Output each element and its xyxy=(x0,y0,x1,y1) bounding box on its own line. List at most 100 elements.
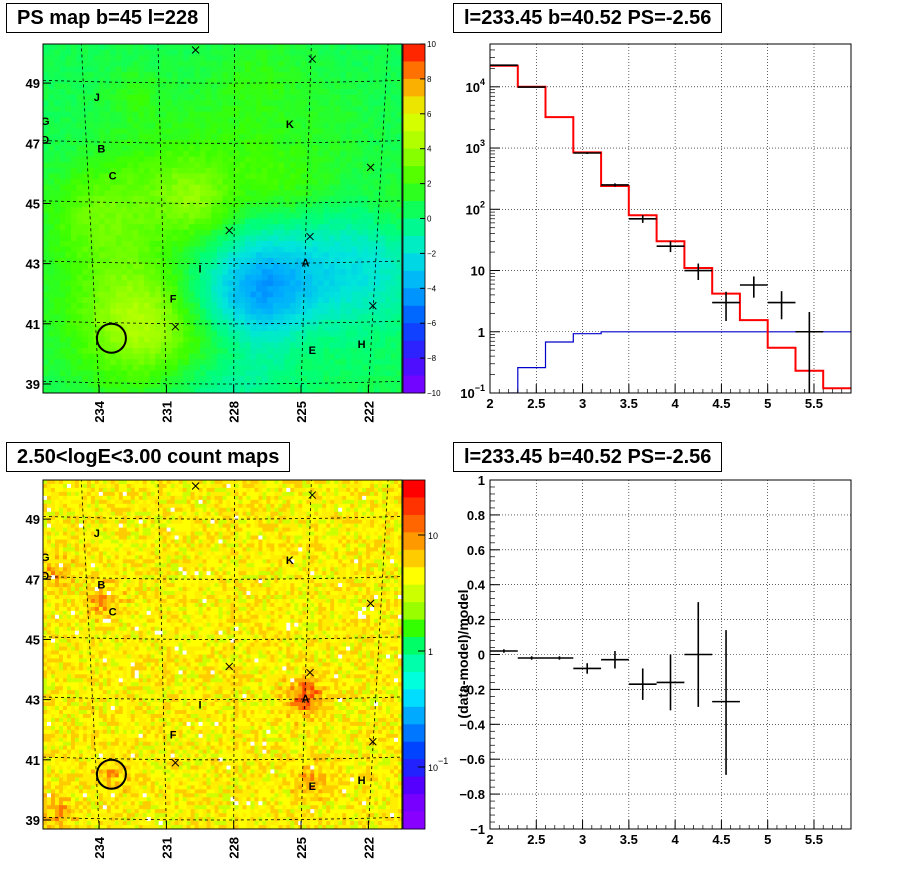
heatmap-cell xyxy=(183,347,190,355)
heatmap-cell xyxy=(115,364,123,372)
heatmap-cell xyxy=(278,184,285,191)
heatmap-cell xyxy=(289,44,297,51)
count-cell xyxy=(50,483,56,489)
heatmap-cell xyxy=(301,325,308,332)
heatmap-cell xyxy=(284,246,291,253)
heatmap-cell xyxy=(115,117,123,124)
heatmap-cell xyxy=(267,44,274,51)
heatmap-cell xyxy=(216,381,224,388)
heatmap-cell xyxy=(385,66,392,73)
heatmap-cell xyxy=(379,224,386,231)
heatmap-cell xyxy=(301,100,308,107)
count-cell xyxy=(222,480,227,485)
heatmap-cell xyxy=(329,269,336,276)
heatmap-cell xyxy=(334,347,341,355)
count-cell xyxy=(122,511,128,517)
heatmap-cell xyxy=(323,49,330,56)
heatmap-cell xyxy=(301,72,308,79)
heatmap-cell xyxy=(48,381,55,388)
heatmap-cell xyxy=(323,162,330,169)
count-cell xyxy=(70,511,76,517)
heatmap-cell xyxy=(295,269,302,276)
count-cell xyxy=(334,480,339,485)
count-cell xyxy=(290,507,295,513)
heatmap-cell xyxy=(160,195,168,203)
count-cell xyxy=(226,495,231,501)
count-cell xyxy=(310,483,315,489)
count-cell xyxy=(246,499,251,505)
heatmap-cell xyxy=(177,336,184,343)
heatmap-cell xyxy=(317,207,325,214)
count-cell xyxy=(302,487,307,493)
heatmap-cell xyxy=(267,252,274,259)
heatmap-cell xyxy=(121,150,128,158)
heatmap-cell xyxy=(205,274,212,282)
heatmap-cell xyxy=(396,274,402,282)
count-cell xyxy=(43,503,48,509)
heatmap-cell xyxy=(239,291,246,298)
heatmap-cell xyxy=(188,77,196,84)
heatmap-cell xyxy=(244,145,252,152)
heatmap-cell xyxy=(396,207,402,214)
heatmap-cell xyxy=(82,376,89,383)
heatmap-cell xyxy=(194,257,201,265)
heatmap-cell xyxy=(93,167,100,175)
heatmap-cell xyxy=(323,100,330,107)
heatmap-cell xyxy=(216,195,224,203)
count-cell xyxy=(98,511,104,517)
heatmap-cell xyxy=(301,353,308,360)
heatmap-cell xyxy=(211,280,218,287)
heatmap-cell xyxy=(188,381,196,388)
count-cell xyxy=(210,491,216,497)
count-cell xyxy=(206,511,212,517)
heatmap-cell xyxy=(71,286,78,293)
heatmap-cell xyxy=(256,342,263,349)
heatmap-cell xyxy=(104,145,111,152)
heatmap-cell xyxy=(54,150,61,158)
heatmap-cell xyxy=(59,325,67,332)
count-cell xyxy=(342,491,347,497)
heatmap-cell xyxy=(138,235,145,242)
count-cell xyxy=(250,487,255,493)
heatmap-cell xyxy=(362,325,369,332)
heatmap-cell xyxy=(250,207,257,214)
heatmap-cell xyxy=(87,269,95,276)
heatmap-cell xyxy=(256,297,263,304)
heatmap-cell xyxy=(228,224,235,231)
heatmap-cell xyxy=(216,257,224,265)
heatmap-cell xyxy=(385,314,392,321)
heatmap-cell xyxy=(233,94,240,101)
heatmap-cell xyxy=(87,381,95,388)
y-tick-label: 10−1 xyxy=(460,383,485,401)
heatmap-cell xyxy=(160,184,168,191)
heatmap-cell xyxy=(93,280,100,287)
heatmap-cell xyxy=(194,269,201,276)
count-cell xyxy=(230,507,235,513)
count-cell xyxy=(166,480,172,485)
heatmap-cell xyxy=(267,100,274,107)
heatmap-cell xyxy=(82,190,89,197)
heatmap-cell xyxy=(289,184,297,191)
count-cell xyxy=(290,487,295,493)
heatmap-cell xyxy=(289,336,297,343)
heatmap-cell xyxy=(244,179,252,186)
heatmap-cell xyxy=(149,336,156,343)
count-cell xyxy=(86,507,92,513)
heatmap-cell xyxy=(278,201,285,208)
heatmap-cell xyxy=(115,179,123,186)
heatmap-cell xyxy=(188,190,196,197)
count-cell xyxy=(122,495,128,501)
heatmap-cell xyxy=(272,347,280,355)
heatmap-cell xyxy=(194,297,201,304)
heatmap-cell xyxy=(211,302,218,310)
heatmap-cell xyxy=(188,370,196,377)
heatmap-cell xyxy=(390,145,397,152)
heatmap-cell xyxy=(244,83,252,90)
count-cell xyxy=(150,483,156,489)
count-cell xyxy=(198,483,204,489)
heatmap-cell xyxy=(362,229,369,236)
heatmap-cell xyxy=(54,246,61,253)
heatmap-cell xyxy=(155,184,162,191)
count-cell xyxy=(354,507,359,513)
heatmap-cell xyxy=(65,134,72,141)
